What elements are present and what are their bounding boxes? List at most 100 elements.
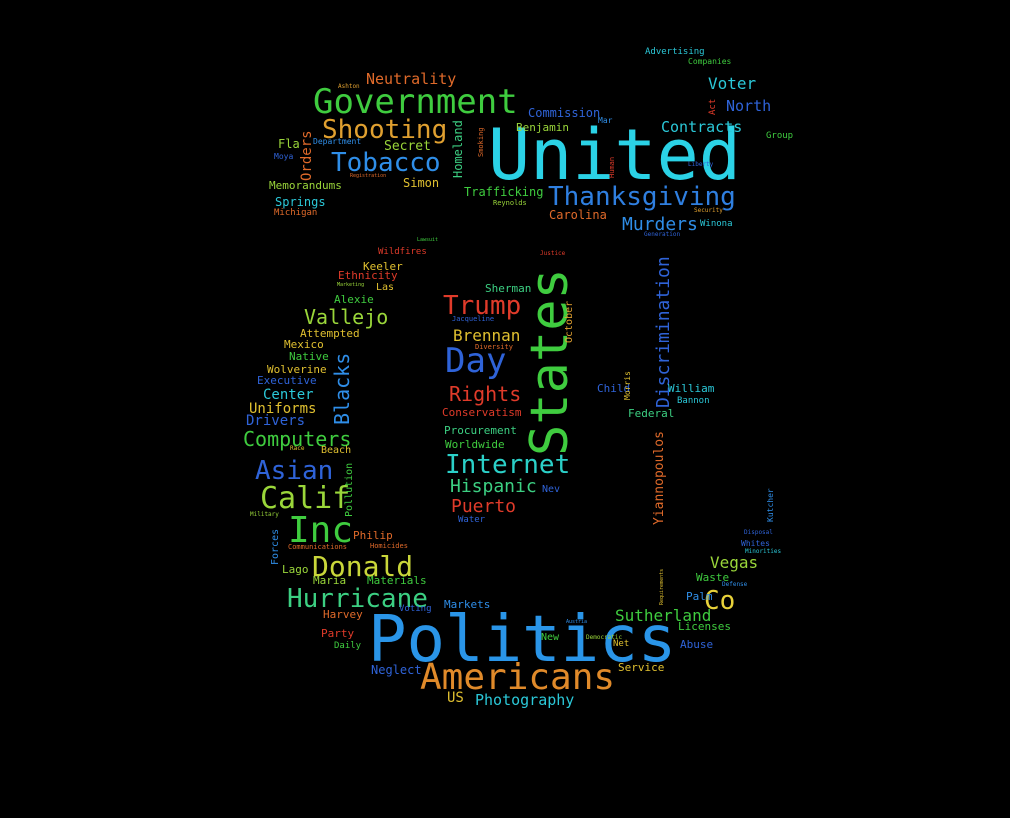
word: William bbox=[668, 382, 715, 395]
word: United bbox=[488, 114, 741, 196]
word: Asian bbox=[255, 456, 334, 486]
word: Communications bbox=[288, 543, 348, 551]
word: Jacqueline bbox=[452, 315, 495, 323]
word: Computers bbox=[243, 427, 352, 451]
word: Homeland bbox=[451, 120, 465, 178]
word: Military bbox=[250, 511, 279, 518]
word: Maria bbox=[313, 574, 347, 587]
word: Winona bbox=[700, 219, 733, 229]
word: Simon bbox=[403, 176, 440, 190]
word: Center bbox=[263, 387, 314, 403]
word: Moya bbox=[274, 152, 294, 161]
word: Democratic bbox=[586, 634, 623, 641]
word: Group bbox=[766, 131, 794, 141]
word: Rights bbox=[449, 382, 522, 406]
word: Government bbox=[313, 82, 518, 122]
word: Murders bbox=[622, 214, 698, 235]
word: Federal bbox=[628, 407, 675, 420]
word: Morris bbox=[623, 371, 632, 400]
word: Alexie bbox=[334, 293, 374, 306]
word: Co bbox=[704, 586, 736, 616]
word: Commission bbox=[528, 106, 601, 120]
word: Photography bbox=[475, 691, 575, 709]
word: Attempted bbox=[300, 327, 360, 340]
word: Inc bbox=[288, 510, 354, 551]
word: Mar bbox=[598, 116, 613, 125]
word: Native bbox=[289, 350, 329, 363]
word: Uniforms bbox=[249, 401, 317, 417]
word: Minorities bbox=[745, 548, 782, 555]
word: Tobacco bbox=[331, 148, 441, 178]
word: Diversity bbox=[475, 343, 513, 351]
word: Ashton bbox=[338, 83, 360, 90]
word: Sutherland bbox=[615, 606, 712, 625]
word: Forces bbox=[270, 528, 281, 565]
word: Abuse bbox=[680, 638, 714, 651]
word: Orders bbox=[299, 130, 315, 181]
word: Keeler bbox=[363, 260, 403, 273]
word: Puerto bbox=[451, 496, 517, 517]
word: Whites bbox=[741, 539, 770, 548]
word: Contracts bbox=[661, 118, 743, 136]
word: Companies bbox=[688, 57, 732, 66]
word: Service bbox=[618, 661, 665, 674]
word: Conservatism bbox=[442, 406, 522, 419]
word: Internet bbox=[445, 450, 571, 480]
word: Bannon bbox=[677, 396, 710, 406]
word: Defense bbox=[722, 581, 748, 588]
word: Net bbox=[613, 639, 630, 649]
word: Fla bbox=[278, 137, 300, 151]
word: Human bbox=[608, 156, 616, 178]
word: Smoking bbox=[477, 127, 485, 157]
word: US bbox=[447, 690, 464, 706]
word: Marketing bbox=[337, 282, 365, 288]
word: Lago bbox=[282, 563, 309, 576]
word: Justice bbox=[540, 250, 566, 257]
word: Americans bbox=[420, 657, 616, 698]
word: Race bbox=[290, 445, 305, 452]
word: Requirements bbox=[659, 568, 665, 605]
word: Reynolds bbox=[493, 199, 527, 207]
word: Advertising bbox=[645, 47, 705, 57]
word: Waste bbox=[696, 571, 730, 584]
word: Blacks bbox=[330, 352, 354, 425]
word: Donald bbox=[312, 550, 414, 583]
word: Trump bbox=[443, 291, 522, 321]
word: Palm bbox=[686, 590, 713, 603]
word: Pollution bbox=[344, 462, 355, 517]
word: Austria bbox=[566, 619, 588, 625]
word: Politics bbox=[368, 603, 677, 677]
word: Homicides bbox=[370, 542, 408, 550]
word: Benjamin bbox=[516, 121, 569, 134]
word: Yiannopoulos bbox=[652, 431, 667, 525]
word: Philip bbox=[353, 529, 393, 542]
word: Day bbox=[445, 341, 507, 381]
word: Calif bbox=[260, 481, 351, 516]
word: Markets bbox=[444, 598, 491, 611]
word: Voting bbox=[399, 604, 432, 614]
word: Generation bbox=[644, 231, 681, 238]
word: Thanksgiving bbox=[548, 182, 736, 212]
word: Disposal bbox=[744, 529, 773, 536]
word: Procurement bbox=[444, 424, 517, 437]
word: Kutcher bbox=[766, 488, 775, 522]
word: Las bbox=[376, 282, 395, 293]
word: Daily bbox=[334, 641, 362, 651]
word: Harvey bbox=[323, 608, 363, 621]
word: Wildfires bbox=[378, 247, 427, 257]
word: Registration bbox=[350, 173, 387, 179]
word: Neglect bbox=[371, 663, 422, 677]
word: Act bbox=[708, 98, 718, 115]
word: Neutrality bbox=[366, 70, 457, 88]
word: Materials bbox=[367, 574, 427, 587]
word: Security bbox=[694, 207, 723, 214]
word: Ethnicity bbox=[338, 269, 398, 282]
word: October bbox=[564, 300, 575, 343]
word: Michigan bbox=[274, 208, 318, 218]
word: Child bbox=[597, 382, 631, 395]
word: Lawsuit bbox=[417, 237, 439, 243]
word: Wolverine bbox=[267, 363, 327, 376]
word: Executive bbox=[257, 374, 317, 387]
word: Springs bbox=[275, 195, 326, 209]
